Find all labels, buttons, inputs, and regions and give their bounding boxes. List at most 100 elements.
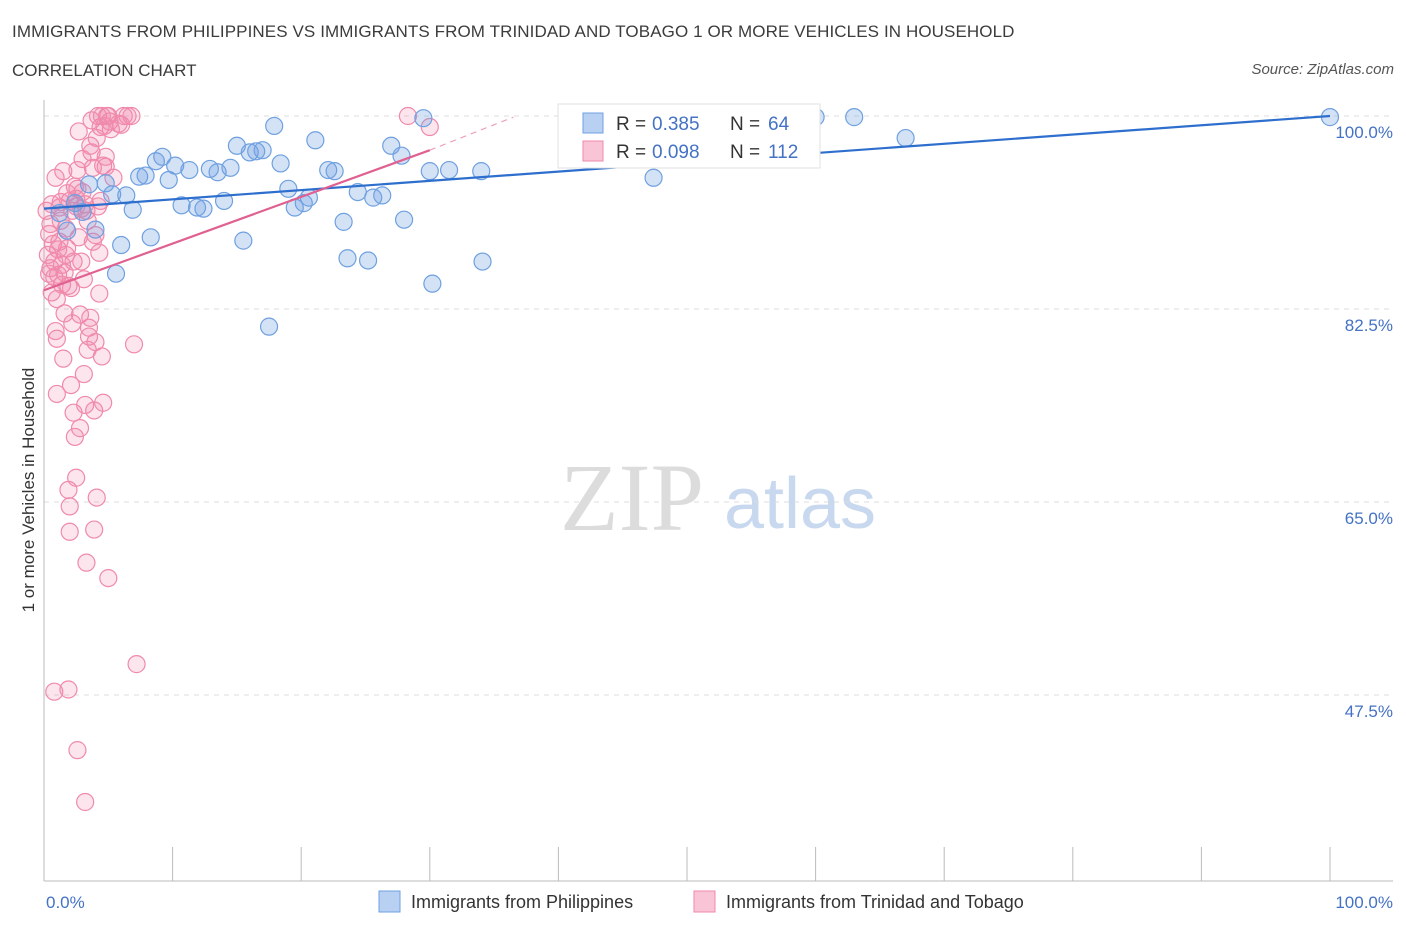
stats-n-label-trinidad: N = xyxy=(730,142,760,163)
point-trinidad xyxy=(59,680,78,699)
point-philippines xyxy=(253,141,272,160)
point-trinidad xyxy=(90,243,109,262)
point-trinidad xyxy=(68,741,87,760)
point-trinidad xyxy=(96,147,115,166)
point-philippines xyxy=(271,154,290,173)
legend-label-philippines[interactable]: Immigrants from Philippines xyxy=(411,892,633,912)
point-trinidad xyxy=(70,419,90,438)
legend: Immigrants from Philippines Immigrants f… xyxy=(378,890,1024,913)
point-philippines xyxy=(86,220,105,239)
ticks: 47.5% 65.0% 82.5% 100.0% 0.0% 100.0% xyxy=(46,123,1393,912)
point-philippines xyxy=(141,228,160,247)
point-philippines xyxy=(187,198,207,217)
point-philippines xyxy=(194,199,213,218)
point-philippines xyxy=(73,202,92,222)
point-trinidad xyxy=(81,308,100,327)
point-trinidad xyxy=(67,468,86,487)
point-philippines xyxy=(325,162,344,181)
point-trinidad xyxy=(94,393,113,412)
point-philippines xyxy=(294,194,313,213)
legend-swatch-philippines[interactable] xyxy=(378,890,401,913)
point-philippines xyxy=(234,231,253,250)
watermark-atlas: atlas xyxy=(724,464,876,544)
point-trinidad xyxy=(85,520,104,539)
point-trinidad xyxy=(69,122,88,141)
point-trinidad xyxy=(72,252,91,271)
x-tick-label: 0.0% xyxy=(46,893,85,912)
point-philippines xyxy=(394,210,414,229)
point-trinidad xyxy=(45,682,64,701)
stats-n-label-philippines: N = xyxy=(730,114,760,135)
point-trinidad xyxy=(118,106,137,126)
point-philippines xyxy=(845,108,864,127)
point-trinidad xyxy=(114,106,133,126)
point-philippines xyxy=(259,317,279,336)
y-axis-label: 1 or more Vehicles in Household xyxy=(19,368,38,613)
point-trinidad xyxy=(398,106,418,126)
point-philippines xyxy=(112,235,131,255)
point-philippines xyxy=(180,160,199,180)
point-trinidad xyxy=(54,349,73,368)
point-philippines xyxy=(414,109,433,128)
x-tick-label: 100.0% xyxy=(1335,893,1393,912)
point-trinidad xyxy=(65,427,84,447)
point-philippines xyxy=(338,249,357,268)
point-philippines xyxy=(279,179,298,198)
stats-r-trinidad: 0.098 xyxy=(652,142,700,163)
y-tick-label: 47.5% xyxy=(1345,702,1393,721)
point-philippines xyxy=(334,212,353,231)
point-philippines xyxy=(172,196,191,215)
trend-line-trinidad-extension xyxy=(429,116,514,151)
y-tick-label: 100.0% xyxy=(1335,123,1393,142)
y-tick-label: 65.0% xyxy=(1345,509,1393,528)
y-tick-label: 82.5% xyxy=(1345,316,1393,335)
point-trinidad xyxy=(127,655,146,674)
point-philippines xyxy=(153,147,172,166)
point-philippines xyxy=(373,186,392,205)
point-philippines xyxy=(123,200,142,219)
stats-swatch-philippines xyxy=(582,112,604,134)
point-trinidad xyxy=(82,143,101,162)
point-trinidad xyxy=(54,162,73,181)
point-trinidad xyxy=(46,321,65,341)
point-philippines xyxy=(166,156,185,175)
point-trinidad xyxy=(40,264,59,283)
point-trinidad xyxy=(86,226,105,245)
point-trinidad xyxy=(124,335,144,354)
point-trinidad xyxy=(87,488,106,507)
point-philippines xyxy=(472,162,491,181)
point-philippines xyxy=(423,274,442,293)
legend-label-trinidad[interactable]: Immigrants from Trinidad and Tobago xyxy=(726,892,1024,912)
point-trinidad xyxy=(76,792,95,812)
point-philippines xyxy=(306,131,325,150)
point-trinidad xyxy=(47,329,66,348)
point-philippines xyxy=(644,168,663,187)
chart-title: IMMIGRANTS FROM PHILIPPINES VS IMMIGRANT… xyxy=(12,22,1015,41)
stats-n-philippines: 64 xyxy=(768,114,790,135)
watermark-zip: ZIP xyxy=(560,444,704,551)
point-philippines xyxy=(319,160,338,180)
stats-r-label-trinidad: R = xyxy=(616,142,646,163)
stats-n-trinidad: 112 xyxy=(768,142,798,163)
legend-swatch-trinidad[interactable] xyxy=(693,890,716,913)
point-philippines xyxy=(358,251,378,270)
stats-box: R = 0.385 N = 64 R = 0.098 N = 112 xyxy=(557,103,821,169)
point-trinidad xyxy=(74,364,93,384)
point-trinidad xyxy=(68,179,87,198)
chart-source: Source: ZipAtlas.com xyxy=(1251,61,1394,78)
stats-r-philippines: 0.385 xyxy=(652,114,700,135)
point-philippines xyxy=(136,166,155,185)
point-trinidad xyxy=(47,289,66,309)
stats-swatch-trinidad xyxy=(582,140,604,162)
point-trinidad xyxy=(77,553,96,572)
trend-line-trinidad xyxy=(43,149,431,292)
point-philippines xyxy=(439,160,459,180)
point-trinidad xyxy=(55,304,74,323)
point-philippines xyxy=(896,128,915,148)
point-trinidad xyxy=(76,395,95,415)
point-trinidad xyxy=(61,375,81,395)
point-trinidad xyxy=(122,106,141,126)
point-philippines xyxy=(79,175,99,194)
point-philippines xyxy=(247,142,266,161)
